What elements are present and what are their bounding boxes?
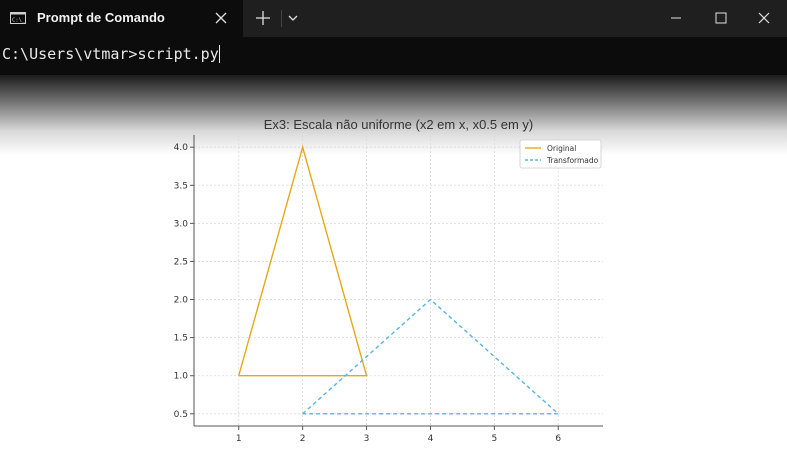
x-tick-label: 5 xyxy=(491,434,497,444)
close-window-button[interactable] xyxy=(741,0,787,37)
y-tick-label: 0.5 xyxy=(174,410,188,420)
x-tick-label: 3 xyxy=(364,434,370,444)
y-tick-label: 3.0 xyxy=(174,219,189,229)
x-tick-label: 6 xyxy=(555,434,561,444)
tab-title: Prompt de Comando xyxy=(37,10,165,25)
y-tick-label: 2.5 xyxy=(174,257,188,267)
chevron-down-icon[interactable] xyxy=(288,14,298,22)
close-tab-icon[interactable] xyxy=(213,10,229,26)
close-icon xyxy=(758,12,770,24)
prompt-line: C:\Users\vtmar>script.py xyxy=(2,45,220,63)
prompt-text: C:\Users\vtmar>script.py xyxy=(2,45,219,63)
chart-title: Ex3: Escala não uniforme (x2 em x, x0.5 … xyxy=(264,117,534,132)
maximize-button[interactable] xyxy=(698,0,744,37)
terminal-area[interactable]: C:\Users\vtmar>script.py xyxy=(0,37,787,75)
minimize-icon xyxy=(671,17,681,19)
legend-box xyxy=(519,139,602,169)
y-tick-label: 1.0 xyxy=(174,372,189,382)
title-bar: C:\_ Prompt de Comando xyxy=(0,0,787,37)
tab-prompt-de-comando[interactable]: C:\_ Prompt de Comando xyxy=(0,0,243,37)
y-tick-label: 4.0 xyxy=(174,143,189,153)
x-tick-label: 4 xyxy=(428,434,434,444)
y-tick-label: 3.5 xyxy=(174,181,188,191)
legend-label: Transformado xyxy=(546,156,599,165)
svg-text:C:\_: C:\_ xyxy=(12,18,26,24)
minimize-button[interactable] xyxy=(653,0,699,37)
series-line-transformado xyxy=(302,298,561,415)
series-line-original xyxy=(238,144,368,377)
new-tab-button[interactable] xyxy=(256,11,270,25)
y-tick-label: 2.0 xyxy=(174,296,189,306)
y-tick-label: 1.5 xyxy=(174,334,188,344)
legend-label: Original xyxy=(547,144,576,153)
window-shadow xyxy=(0,75,787,155)
maximize-icon xyxy=(715,12,727,24)
tab-separator xyxy=(281,10,282,27)
terminal-icon: C:\_ xyxy=(10,12,26,24)
x-tick-label: 1 xyxy=(236,434,242,444)
text-cursor xyxy=(218,45,220,63)
x-tick-label: 2 xyxy=(300,434,306,444)
